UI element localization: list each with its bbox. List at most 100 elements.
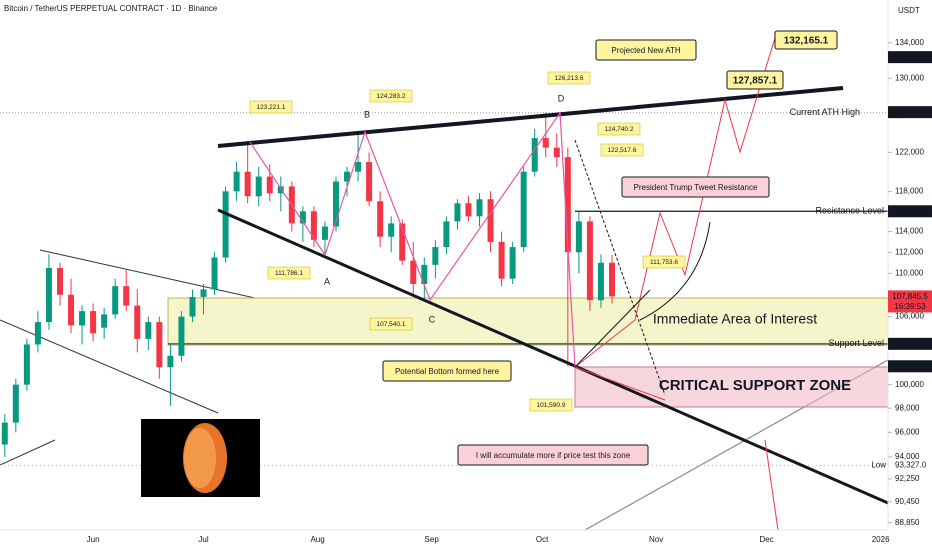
point-label-box	[642, 255, 686, 269]
point-label-box	[369, 317, 413, 331]
callout-text: 132,165.1	[784, 36, 829, 47]
price-badge	[888, 51, 932, 64]
candle-body	[355, 161, 362, 172]
point-label-box	[249, 100, 293, 114]
helper-line	[574, 139, 666, 396]
trendline	[217, 86, 844, 148]
candle-body	[244, 171, 251, 197]
price-badge-label: 107,845.5	[892, 292, 928, 301]
point-label: 123,221.1	[257, 104, 286, 111]
y-tick-label: 94,000	[895, 452, 920, 461]
point-label-box	[600, 143, 644, 157]
candle-body	[443, 221, 450, 248]
price-badge-label: 116,002.9	[893, 207, 929, 216]
arrow-curve	[639, 221, 711, 321]
candle-body	[200, 289, 207, 297]
candle-body	[553, 147, 560, 158]
abcd-pattern	[249, 111, 576, 368]
candle-body	[531, 138, 538, 172]
candle-body	[79, 311, 86, 326]
callout-text: Potential Bottom formed here	[395, 367, 500, 376]
candle-body	[45, 268, 52, 323]
candle-body	[123, 286, 130, 306]
candle-body	[410, 260, 417, 284]
candle-body	[432, 247, 439, 265]
candle-body	[498, 241, 505, 279]
helper-line	[574, 289, 651, 368]
y-tick-label: 96,000	[895, 427, 920, 436]
y-tick-label: 100,000	[895, 380, 924, 389]
point-label-box	[597, 122, 641, 136]
pattern-letter: A	[324, 276, 330, 286]
candle-body	[277, 186, 284, 194]
y-tick-label: 114,000	[895, 227, 924, 236]
trendline	[217, 208, 889, 505]
projection-path	[574, 37, 776, 368]
x-tick-label: Jun	[87, 535, 100, 544]
candle-body	[332, 181, 339, 227]
candle-body	[145, 322, 152, 339]
y-tick-label: 112,000	[895, 247, 924, 256]
candle-body	[178, 316, 185, 356]
candle-body	[388, 223, 395, 237]
labels: Current ATH High Resistance Level Support …	[249, 30, 886, 469]
candle-body	[564, 157, 571, 253]
candle-body	[575, 221, 582, 253]
point-label: 111,753.6	[650, 259, 678, 266]
price-badge-label: 101,586.2	[892, 362, 928, 371]
point-label: 101,590.9	[537, 402, 566, 409]
level-label: Low	[871, 460, 886, 469]
pattern-letter: C	[429, 314, 436, 324]
y-tick-label: 134,000	[895, 38, 924, 47]
pattern-letter: B	[364, 109, 370, 119]
candle-body	[34, 322, 41, 345]
candle-body	[156, 322, 163, 368]
zone-label: CRITICAL SUPPORT ZONE	[659, 377, 851, 394]
candles	[1, 112, 615, 457]
point-label: 126,213.6	[555, 75, 584, 82]
candle-body	[167, 355, 174, 368]
price-badge-label: 132,364.3	[892, 53, 928, 62]
zones	[167, 297, 889, 408]
x-tick-label: 2026	[872, 535, 890, 544]
x-tick-label: Jul	[198, 535, 208, 544]
candle-body	[255, 176, 262, 197]
level-price: 93,327.0	[895, 460, 927, 469]
callout-box	[382, 360, 512, 382]
candle-body	[542, 138, 549, 148]
y-tick-label: 90,450	[895, 497, 920, 506]
candle-body	[23, 344, 30, 385]
candle-body	[310, 211, 317, 240]
level-label: Support Level	[828, 338, 884, 348]
candle-body	[586, 221, 593, 301]
x-tick-label: Dec	[759, 535, 773, 544]
level-label: Current ATH High	[790, 107, 860, 117]
candle-body	[377, 201, 384, 237]
point-label-box	[547, 71, 591, 85]
point-label: 111,786.1	[275, 270, 303, 277]
zone-label: Immediate Area of Interest	[653, 311, 817, 327]
callout-text: Projected New ATH	[611, 46, 680, 55]
candle-body	[487, 199, 494, 242]
point-label-box	[529, 398, 573, 412]
callout-text: President Trump Tweet Resistance	[634, 183, 758, 192]
point-label: 122,517.6	[608, 147, 637, 154]
price-badge-label: 103,556.1	[892, 339, 928, 348]
currency[interactable]: USDT	[898, 6, 920, 15]
candle-body	[189, 296, 196, 317]
price-badge	[888, 360, 932, 373]
price-badge	[888, 205, 932, 218]
channel-line	[39, 249, 256, 299]
callout-box	[457, 444, 649, 466]
candle-body	[90, 311, 97, 334]
pattern-letter: D	[558, 93, 565, 103]
candle-body	[454, 203, 461, 222]
x-tick-label: Nov	[649, 535, 663, 544]
bitcoin-coin-face	[184, 428, 216, 488]
chart-title: Bitcoin / TetherUS PERPETUAL CONTRACT · …	[4, 4, 218, 13]
candle-body	[465, 203, 472, 217]
axis-background	[888, 0, 932, 550]
point-label: 124,283.2	[377, 93, 406, 100]
